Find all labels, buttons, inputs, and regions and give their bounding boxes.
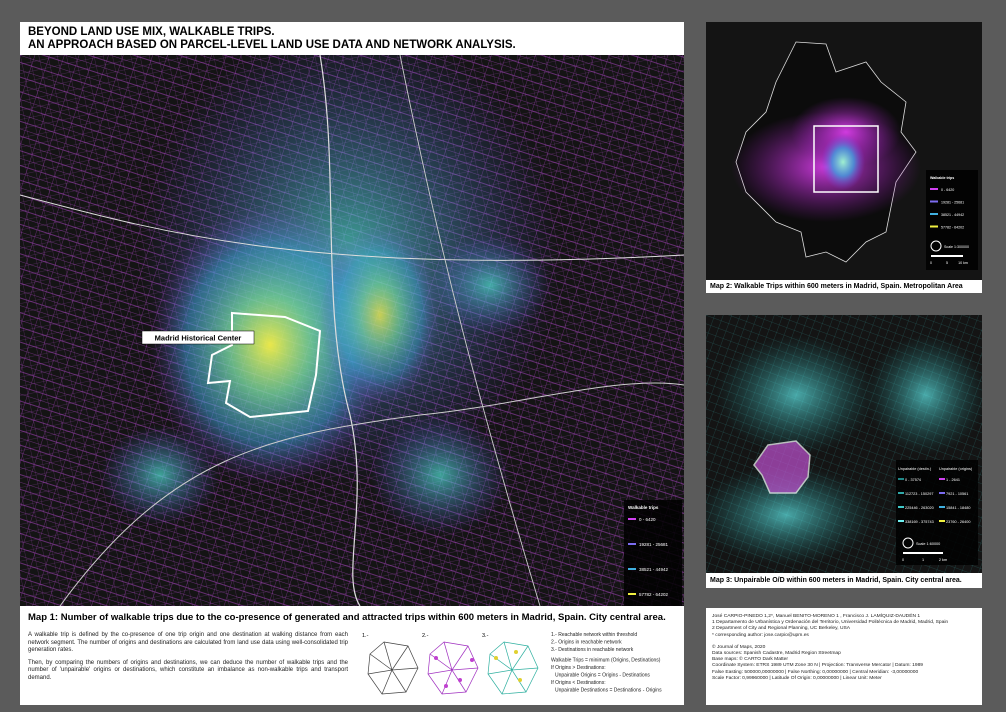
legend-label: 23760 - 26400 [946,520,971,524]
diagram-legend-line: Unpairable Origins = Origins - Destinati… [555,673,650,679]
scale-tick: 2 km [939,558,947,562]
diagram-legend-line: 3.- Destinations in reachable network [551,647,634,653]
diagram-legend-line: Unpairable Destinations = Destinations -… [555,688,662,694]
credit-line: José CARPIO-PINEDO 1,2*, Manuel BENITO-M… [712,614,921,619]
scale-tick: 10 km [958,261,968,265]
legend-label: 19281 - 25681 [639,542,669,547]
legend-title: Unpairable (origins) [939,467,973,471]
title-line: BEYOND LAND USE MIX, WALKABLE TRIPS. [28,26,275,38]
legend-label: 38521 - 44942 [639,567,669,572]
credit-line: 1 Departamento de Urbanística y Ordenaci… [712,620,949,626]
legend-swatch [628,543,636,545]
map-caption: Map 1: Number of walkable trips due to t… [20,606,684,628]
credit-line: © Journal of Maps, 2020 [712,644,766,650]
legend-swatch [628,568,636,570]
legend-label: 338169 - 375743 [905,520,934,524]
north-arrow [902,537,914,549]
map-label: Madrid Historical Center [155,334,242,343]
legend-title: Unpairable (destin.) [898,467,932,471]
legend-swatch [939,506,945,508]
legend-box [624,500,682,606]
diagram-legend-line: Walkable Trips = minimum (Origins, Desti… [551,658,661,664]
legend-label: 7921 - 10561 [946,492,968,496]
scale-tick: 0 [930,261,932,265]
scale-tick: 0 [902,558,904,562]
legend-swatch [628,593,636,595]
credit-line: Scale Factor: 0,99960000 | Latitude Of O… [712,675,882,681]
diagram-legend-line: If Origins < Destinations: [551,680,606,686]
legend-box [926,170,978,270]
diagram-legend-line: 2.- Origins in reachable network [551,640,622,646]
paragraph: Then, by comparing the numbers of origin… [28,659,348,681]
legend-swatch [898,520,904,522]
legend-swatch [939,492,945,494]
diagram-legend-line: 1.- Reachable network within threshold [551,632,637,638]
scale-bar [903,552,943,554]
legend-title: Walkable trips [628,505,659,510]
scale-tick: 5 [946,261,948,265]
legend-title: Walkable trips [930,176,954,180]
scale-text: Scale 1:300000 [944,245,969,249]
legend-label: 0 - 6420 [941,188,954,192]
legend-label: 0 - 6420 [639,517,656,522]
credits: José CARPIO-PINEDO 1,2*, Manuel BENITO-M… [706,608,982,705]
legend-label: 57782 - 64202 [639,592,669,597]
legend-swatch [939,520,945,522]
credit-line: Coordinate System: ETRS 1989 UTM Zone 30… [712,663,924,669]
credit-line: Base maps: © CARTO Dark Matter [712,657,788,663]
legend-label: 57782 - 64202 [941,226,964,230]
map-metropolitan: Walkable trips 0 - 6420 19281 - 25681 38521… [706,22,982,280]
legend-label: 38521 - 44942 [941,213,964,217]
scale-bar [931,255,963,257]
map-caption: Map 2: Walkable Trips within 600 meters … [706,280,982,293]
diagram-step: 3.- [482,633,489,639]
legend-swatch [898,478,904,480]
legend-swatch [930,213,938,215]
diagram-step: 1.- [362,633,369,639]
scale-text: Scale 1:60000 [916,542,940,546]
legend-label: 112723 - 150297 [905,492,933,496]
legend-label: 19281 - 25681 [941,201,964,205]
map-unpairable: Unpairable (destin.) Unpairable (origins)… [706,315,982,573]
credit-line: Data sources: Spanish Cadastre, Madrid R… [712,651,841,657]
credit-line: * corresponding author: jose.carpio@upm.… [712,632,809,638]
legend-swatch [898,492,904,494]
diagram-panel: 1.- 2.- 3.- 1.- Reachable network within… [356,628,684,705]
legend-label: 1 - 2641 [946,478,960,482]
north-arrow [930,240,942,252]
legend-label: 0 - 37574 [905,478,921,482]
diagram: 1.- 2.- 3.- 1.- Reachable network within… [362,632,662,695]
credit-line: False Easting: 500000,00000000 | False N… [712,669,919,675]
legend-box [896,460,978,565]
title-line: AN APPROACH BASED ON PARCEL-LEVEL LAND U… [28,39,516,51]
poster-title: BEYOND LAND USE MIX, WALKABLE TRIPS. AN … [20,22,684,55]
legend-label: 15841 - 18480 [946,506,971,510]
legend-swatch [939,478,945,480]
legend-swatch [628,518,636,520]
legend-swatch [930,188,938,190]
diagram-step: 2.- [422,633,429,639]
map-central: Madrid Historical Center Walkable trips 0… [20,55,684,606]
credit-line: 2 Department of City and Regional Planni… [712,626,851,632]
scale-tick: 1 [922,558,924,562]
map-caption: Map 3: Unpairable O/D within 600 meters … [706,573,982,588]
legend-label: 225446 - 263020 [905,506,934,510]
description: A walkable trip is defined by the co-pre… [20,628,356,705]
legend-swatch [930,200,938,203]
legend-swatch [898,506,904,508]
paragraph: A walkable trip is defined by the co-pre… [28,632,348,654]
diagram-legend-line: If Origins > Destinations: [551,665,606,671]
legend-swatch [930,225,938,228]
